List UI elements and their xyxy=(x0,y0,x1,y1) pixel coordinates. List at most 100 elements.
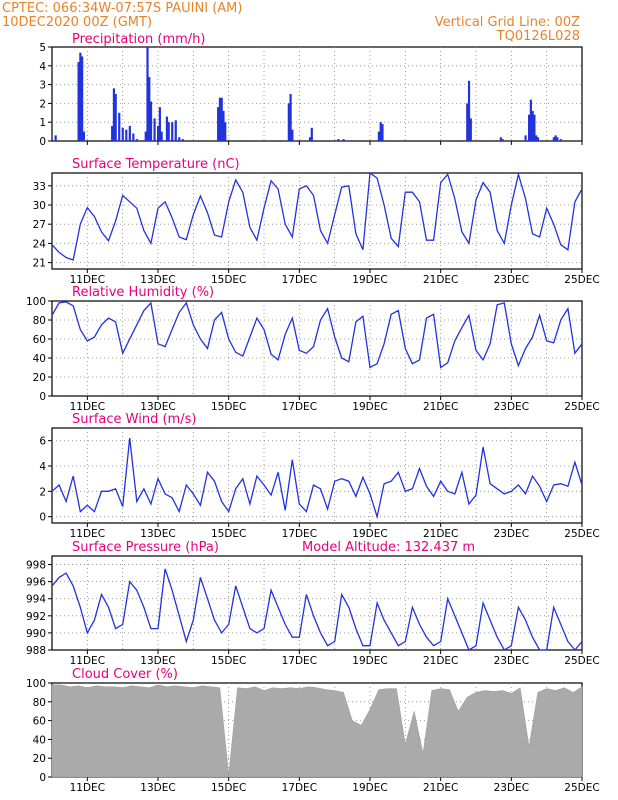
x-tick-label: 17DEC xyxy=(282,528,317,540)
x-tick-label: 21DEC xyxy=(423,274,458,286)
precip-bar xyxy=(501,139,504,141)
x-tick-label: 15DEC xyxy=(211,528,246,540)
y-tick-label: 6 xyxy=(39,436,46,448)
x-tick-label: 11DEC xyxy=(70,782,105,794)
y-tick-label: 27 xyxy=(33,219,46,231)
y-tick-label: 994 xyxy=(26,594,46,606)
x-tick-label: 23DEC xyxy=(494,274,529,286)
y-tick-label: 0 xyxy=(39,512,46,524)
y-tick-label: 33 xyxy=(33,181,46,193)
y-tick-label: 0 xyxy=(39,136,46,148)
precip-bar xyxy=(125,129,128,141)
model-altitude: Model Altitude: 132.437 m xyxy=(302,540,475,555)
x-tick-label: 15DEC xyxy=(211,401,246,413)
x-tick-label: 11DEC xyxy=(70,274,105,286)
precip-bar xyxy=(528,114,531,141)
y-tick-label: 2 xyxy=(39,486,46,498)
y-tick-label: 60 xyxy=(33,716,46,728)
precip-bar xyxy=(289,94,292,141)
y-tick-label: 4 xyxy=(39,61,46,73)
precip-bar xyxy=(79,52,82,141)
plot-frame-pressure xyxy=(51,555,583,651)
x-tick-label: 23DEC xyxy=(494,401,529,413)
y-tick-label: 2 xyxy=(39,98,46,110)
x-tick-label: 25DEC xyxy=(564,528,599,540)
precip-bar xyxy=(171,122,174,141)
y-tick-label: 20 xyxy=(33,372,46,384)
precip-bar xyxy=(165,116,169,141)
x-tick-label: 25DEC xyxy=(564,782,599,794)
precip-bar xyxy=(224,122,227,141)
y-tick-label: 21 xyxy=(33,258,46,270)
precip-bar xyxy=(287,103,290,141)
y-tick-label: 0 xyxy=(39,772,46,784)
y-tick-label: 5 xyxy=(39,42,46,54)
y-tick-label: 20 xyxy=(33,753,46,765)
precip-bar xyxy=(381,124,384,141)
precip-bar xyxy=(153,118,156,141)
precip-bar xyxy=(337,139,340,141)
precip-bar xyxy=(552,137,555,141)
plot-frame-humidity xyxy=(51,300,583,397)
y-tick-label: 1 xyxy=(39,117,46,129)
plot-frame-precipitation xyxy=(51,46,583,142)
x-tick-label: 19DEC xyxy=(352,274,387,286)
x-tick-label: 19DEC xyxy=(352,528,387,540)
precip-bar xyxy=(135,139,138,141)
wind-series-line xyxy=(51,438,583,520)
humidity-series-line xyxy=(51,301,583,369)
y-tick-label: 990 xyxy=(26,628,46,640)
precip-bar xyxy=(181,139,184,141)
title-humidity: Relative Humidity (%) xyxy=(72,285,214,300)
x-tick-label: 25DEC xyxy=(564,274,599,286)
title-cloud: Cloud Cover (%) xyxy=(72,667,178,682)
precip-bar xyxy=(148,77,151,141)
x-tick-label: 23DEC xyxy=(494,782,529,794)
precip-bar xyxy=(174,120,177,141)
y-tick-label: 992 xyxy=(26,611,46,623)
precip-bar xyxy=(220,97,223,141)
x-tick-label: 21DEC xyxy=(423,655,458,667)
x-tick-label: 15DEC xyxy=(211,782,246,794)
x-tick-label: 11DEC xyxy=(70,655,105,667)
precip-bar xyxy=(499,137,502,141)
precip-bar xyxy=(467,80,471,141)
precip-bar xyxy=(556,137,559,141)
x-tick-label: 11DEC xyxy=(70,401,105,413)
precip-bar xyxy=(118,112,121,141)
precip-bar xyxy=(554,135,557,141)
precip-bar xyxy=(531,110,534,141)
y-tick-label: 4 xyxy=(39,461,46,473)
header-model: TQ0126L028 xyxy=(496,29,580,44)
x-tick-label: 25DEC xyxy=(564,401,599,413)
precip-bar xyxy=(128,125,131,141)
precip-bar xyxy=(536,137,540,141)
title-temperature: Surface Temperature (nC) xyxy=(72,157,240,172)
plot-frame-temperature xyxy=(51,172,583,270)
precip-bar xyxy=(167,122,170,141)
y-tick-label: 988 xyxy=(26,645,46,657)
x-tick-label: 17DEC xyxy=(282,401,317,413)
precip-bar xyxy=(146,47,149,141)
header-date: 10DEC2020 00Z (GMT) xyxy=(2,15,152,30)
y-tick-label: 100 xyxy=(26,678,46,690)
precip-bar xyxy=(121,127,124,141)
precip-bar xyxy=(144,131,147,141)
title-wind: Surface Wind (m/s) xyxy=(72,412,196,427)
y-tick-label: 100 xyxy=(26,296,46,308)
x-tick-label: 13DEC xyxy=(140,655,175,667)
x-tick-label: 21DEC xyxy=(423,782,458,794)
y-tick-label: 40 xyxy=(33,353,46,365)
x-tick-label: 11DEC xyxy=(70,528,105,540)
y-tick-label: 3 xyxy=(39,80,46,92)
precip-bar xyxy=(149,101,153,141)
x-tick-label: 19DEC xyxy=(352,401,387,413)
precip-bar xyxy=(54,135,57,141)
x-tick-label: 13DEC xyxy=(140,401,175,413)
x-tick-label: 21DEC xyxy=(423,401,458,413)
precip-bar xyxy=(533,114,536,141)
temperature-series-line xyxy=(51,171,583,261)
title-pressure: Surface Pressure (hPa) xyxy=(72,540,219,555)
precip-bar xyxy=(81,56,84,141)
x-tick-label: 15DEC xyxy=(211,655,246,667)
